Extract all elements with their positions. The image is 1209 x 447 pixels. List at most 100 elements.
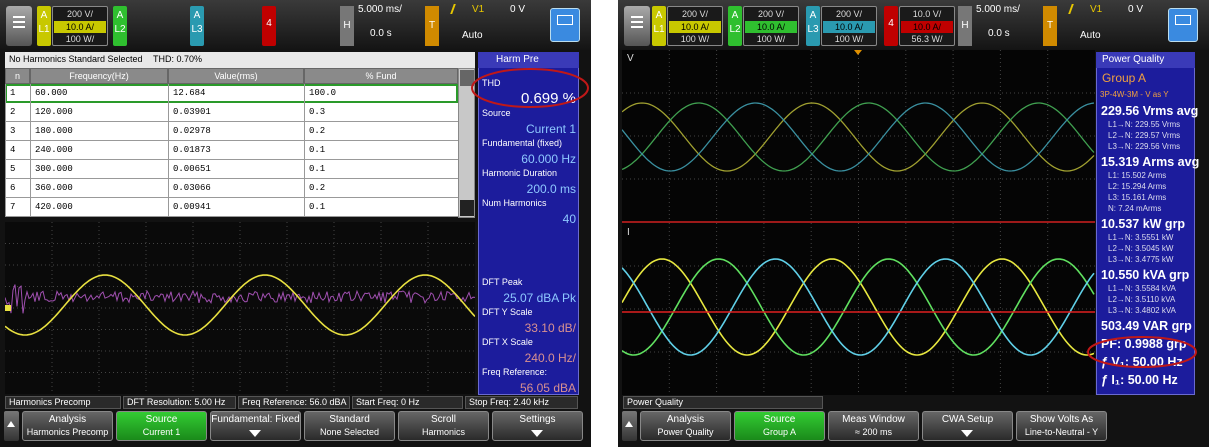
- display-icon[interactable]: [1168, 8, 1198, 42]
- reading-line: L2→N: 3.5110 kVA: [1108, 295, 1176, 304]
- table-cell: 0.1: [304, 198, 458, 217]
- reading-main: PF: 0.9988 grp: [1101, 337, 1187, 351]
- side-label: DFT Y Scale: [482, 307, 533, 317]
- channel-line: L3: [191, 24, 203, 35]
- softkey[interactable]: Analysis Power Quality: [640, 411, 731, 441]
- table-cell: 100.0: [304, 84, 458, 103]
- channel-tab[interactable]: 4: [884, 6, 898, 46]
- softkey[interactable]: Analysis Harmonics Precomp: [22, 411, 113, 441]
- table-row: [5, 179, 458, 198]
- display-icon[interactable]: [550, 8, 580, 42]
- softkey[interactable]: Meas Window ≈ 200 ms: [828, 411, 919, 441]
- waveform-area: [5, 222, 475, 394]
- trigger-tab: T: [1043, 6, 1057, 46]
- reading-line: L3→N: 229.56 Vrms: [1108, 142, 1181, 151]
- channel-tab[interactable]: A L2: [113, 6, 127, 46]
- channel-scale: 10.0 V/: [912, 9, 942, 19]
- table-cell: 12.684: [168, 84, 304, 103]
- channel-scale: 200 V/: [66, 9, 94, 19]
- display-icon-frame: [557, 15, 573, 25]
- trigger-source: V1: [472, 4, 485, 15]
- softkey-title: Analysis: [48, 414, 87, 425]
- softkey[interactable]: Source Current 1: [116, 411, 207, 441]
- column-header: % Fund: [304, 68, 458, 84]
- reading-line: L1→N: 229.55 Vrms: [1108, 120, 1181, 129]
- table-thd: THD: 0.70%: [153, 54, 203, 64]
- reading-main: 10.550 kVA grp: [1101, 268, 1190, 282]
- table-row: [5, 160, 458, 179]
- side-value: 25.07 dBA Pk: [503, 291, 576, 305]
- table-cell: 2: [5, 103, 30, 122]
- current-waveform: [622, 258, 1095, 356]
- channel-scale: 100 W/: [680, 34, 710, 45]
- channel-tab[interactable]: A L1: [652, 6, 666, 46]
- channel-tab[interactable]: A L2: [728, 6, 742, 46]
- menu-button[interactable]: [6, 6, 32, 46]
- menu-icon-line: [13, 26, 25, 28]
- channel-tab[interactable]: A L3: [806, 6, 820, 46]
- reading-line: L1→N: 3.5551 kW: [1108, 233, 1174, 242]
- channel-tab[interactable]: A L3: [190, 6, 204, 46]
- table-cell: 0.1: [304, 160, 458, 179]
- channel-scale: 10.0 A/: [669, 20, 721, 33]
- side-title: Power Quality: [1096, 52, 1195, 68]
- group-name: Group A: [1102, 71, 1147, 85]
- horizontal-tab: H: [340, 6, 354, 46]
- table-cell: 180.000: [30, 122, 168, 141]
- softkey[interactable]: CWA Setup: [922, 411, 1013, 441]
- side-value: 60.000 Hz: [521, 152, 576, 166]
- column-header: Value(rms): [168, 68, 304, 84]
- softkey[interactable]: Standard None Selected: [304, 411, 395, 441]
- table-cell: 60.000: [30, 84, 168, 103]
- current-waveform: [5, 274, 475, 336]
- table-cell: 300.000: [30, 160, 168, 179]
- table-row: [5, 84, 458, 103]
- back-button[interactable]: [622, 411, 637, 441]
- collapse-icons: [420, 54, 460, 66]
- scroll-down: [460, 200, 474, 216]
- softkey-title: Source: [763, 414, 796, 425]
- softkey-value: None Selected: [319, 427, 380, 437]
- softkey[interactable]: Fundamental: Fixed: [210, 411, 301, 441]
- menu-button[interactable]: [624, 6, 650, 46]
- table-cell: 7: [5, 198, 30, 217]
- table-cell: 0.2: [304, 122, 458, 141]
- trigger-marker: [854, 50, 862, 55]
- channel-scale: 10.0 A/: [823, 20, 875, 33]
- softkey[interactable]: Scroll Harmonics: [398, 411, 489, 441]
- table-cell: 5: [5, 160, 30, 179]
- table-cell: 0.02978: [168, 122, 304, 141]
- softkey[interactable]: Settings: [492, 411, 583, 441]
- back-arrow: [7, 421, 15, 427]
- softkey-title: Source: [145, 414, 178, 425]
- trace-label: V: [627, 53, 634, 64]
- softkey[interactable]: Show Volts As Line-to-Neutral - Y: [1016, 411, 1107, 441]
- status-field: Harmonics Precomp: [5, 396, 121, 409]
- table-cell: 0.01873: [168, 141, 304, 160]
- trigger-mode: Auto: [1080, 30, 1101, 41]
- table-cell: 0.03066: [168, 179, 304, 198]
- softkey-value: Line-to-Neutral - Y: [1024, 427, 1099, 437]
- softkey-value: Current 1: [142, 427, 181, 437]
- reading-line: L3→N: 3.4802 kVA: [1108, 306, 1176, 315]
- softkey-value: Harmonics: [421, 427, 465, 437]
- side-value: 200.0 ms: [526, 182, 576, 196]
- channel-scales: 200 V/10.0 A/100 W/: [743, 6, 799, 46]
- table-cell: 1: [5, 84, 30, 103]
- back-button[interactable]: [4, 411, 19, 441]
- voltage-waveform: [622, 102, 1095, 172]
- table-cell: 120.000: [30, 103, 168, 122]
- softkey-title: Analysis: [666, 414, 705, 425]
- softkey[interactable]: Source Group A: [734, 411, 825, 441]
- status-field: Power Quality: [623, 396, 823, 409]
- channel-tab[interactable]: 4: [262, 6, 276, 46]
- channel-name: A: [40, 10, 48, 21]
- display-icon-frame: [1175, 15, 1191, 25]
- reading-line: L2→N: 3.5045 kW: [1108, 244, 1174, 253]
- back-arrow: [625, 421, 633, 427]
- softkey-value: Group A: [762, 427, 797, 437]
- table-cell: 0.3: [304, 103, 458, 122]
- current-grid: [622, 223, 1095, 395]
- horizontal-scale: 5.000 ms/: [358, 4, 402, 15]
- channel-tab[interactable]: A L1: [37, 6, 51, 46]
